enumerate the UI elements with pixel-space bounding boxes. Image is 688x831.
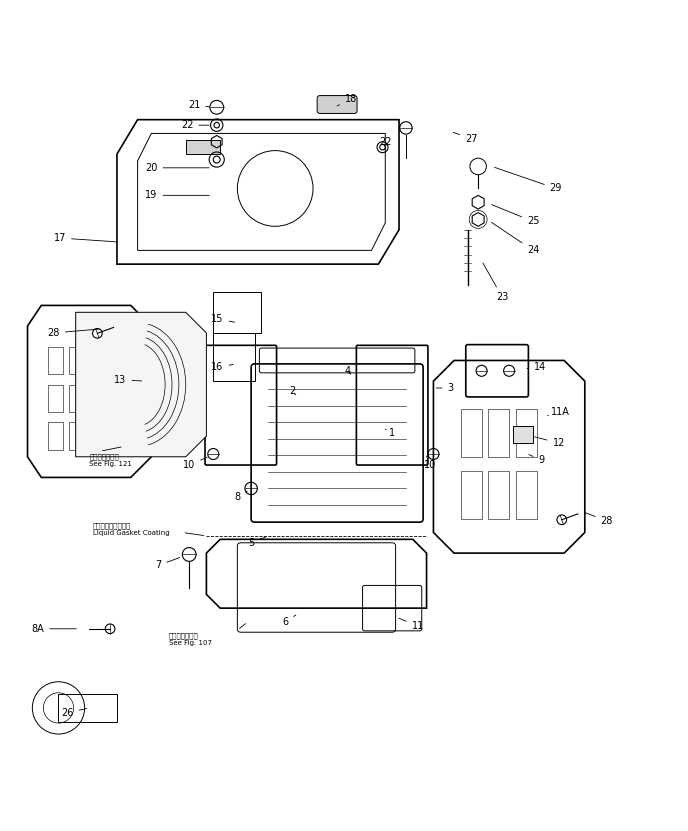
Text: 19: 19 bbox=[145, 190, 209, 200]
Text: 2: 2 bbox=[289, 386, 296, 396]
Text: 22: 22 bbox=[379, 136, 391, 147]
Bar bbox=[48, 347, 63, 374]
Text: 10: 10 bbox=[424, 456, 436, 470]
Text: 26: 26 bbox=[61, 708, 87, 718]
Text: 20: 20 bbox=[145, 163, 209, 173]
Text: 1: 1 bbox=[385, 428, 395, 438]
Polygon shape bbox=[76, 312, 206, 457]
Text: 25: 25 bbox=[492, 204, 539, 227]
Text: 18: 18 bbox=[337, 94, 357, 106]
Text: 15: 15 bbox=[211, 314, 235, 324]
Text: 16: 16 bbox=[211, 362, 233, 372]
Bar bbox=[488, 409, 509, 457]
Bar bbox=[516, 409, 537, 457]
Text: 21: 21 bbox=[188, 100, 209, 110]
Text: 湯状ガスケット塗布
Liquid Gasket Coating: 湯状ガスケット塗布 Liquid Gasket Coating bbox=[93, 522, 169, 536]
Bar bbox=[110, 422, 125, 450]
Text: 11A: 11A bbox=[548, 407, 570, 417]
Bar bbox=[89, 385, 105, 412]
Text: 11: 11 bbox=[399, 618, 424, 631]
Bar bbox=[69, 422, 84, 450]
Bar bbox=[48, 422, 63, 450]
Bar bbox=[48, 385, 63, 412]
Text: 第１０７図参照
See Fig. 107: 第１０７図参照 See Fig. 107 bbox=[169, 632, 212, 647]
Bar bbox=[461, 470, 482, 519]
Text: 7: 7 bbox=[155, 558, 180, 571]
Text: 28: 28 bbox=[585, 513, 613, 526]
Text: 4: 4 bbox=[345, 366, 351, 376]
Bar bbox=[69, 347, 84, 374]
Bar bbox=[516, 470, 537, 519]
Text: 24: 24 bbox=[491, 223, 539, 255]
Bar bbox=[461, 409, 482, 457]
Bar bbox=[58, 694, 117, 721]
Circle shape bbox=[557, 515, 567, 524]
Circle shape bbox=[93, 328, 103, 338]
Text: 5: 5 bbox=[248, 537, 266, 548]
Text: 3: 3 bbox=[436, 383, 453, 393]
Text: 27: 27 bbox=[453, 132, 477, 144]
Text: 8A: 8A bbox=[32, 624, 76, 634]
Bar bbox=[69, 385, 84, 412]
Text: 第１２１図参照
See Fig. 121: 第１２１図参照 See Fig. 121 bbox=[89, 453, 132, 467]
Text: 9: 9 bbox=[529, 455, 544, 465]
Bar bbox=[513, 425, 533, 443]
Bar bbox=[488, 470, 509, 519]
Bar bbox=[89, 422, 105, 450]
Text: 23: 23 bbox=[483, 263, 508, 302]
Text: 28: 28 bbox=[47, 328, 99, 338]
Text: 8: 8 bbox=[235, 491, 247, 502]
Text: 22: 22 bbox=[181, 120, 209, 130]
FancyBboxPatch shape bbox=[317, 96, 357, 114]
Text: 6: 6 bbox=[283, 615, 296, 627]
Text: 10: 10 bbox=[183, 457, 207, 470]
Text: 29: 29 bbox=[495, 167, 562, 194]
Text: 17: 17 bbox=[54, 233, 118, 243]
Text: 13: 13 bbox=[114, 375, 142, 385]
Bar bbox=[89, 347, 105, 374]
Text: 14: 14 bbox=[527, 362, 546, 372]
Bar bbox=[110, 347, 125, 374]
Text: 12: 12 bbox=[535, 437, 565, 448]
Bar bbox=[186, 140, 220, 154]
Bar bbox=[110, 385, 125, 412]
Circle shape bbox=[105, 624, 115, 633]
